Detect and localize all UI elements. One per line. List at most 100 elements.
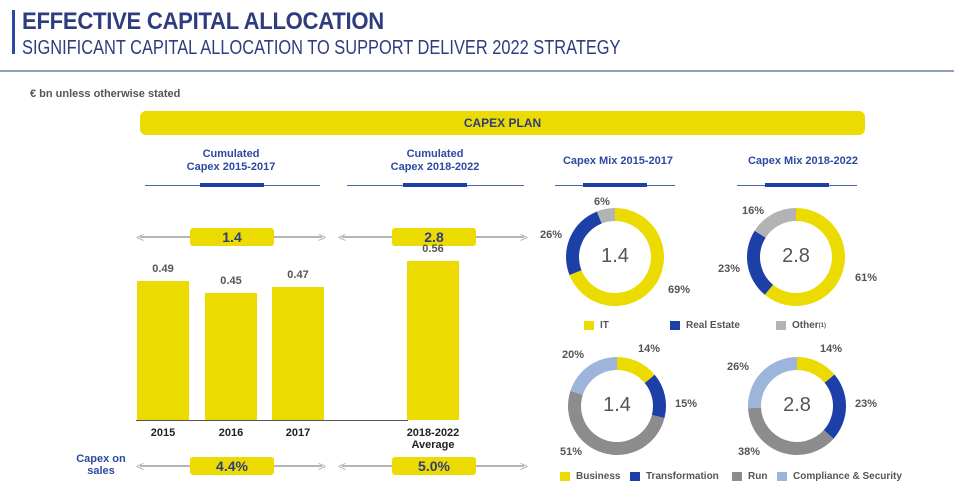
arrow-right-icon: >: [317, 229, 326, 245]
arrow-right-icon: >: [519, 229, 528, 245]
arrow-right-icon: >: [519, 458, 528, 474]
legend-label: Compliance & Security: [793, 471, 902, 482]
donut-value-label: 16%: [742, 205, 765, 217]
section-title-mix-2015-2017: Capex Mix 2015-2017: [562, 155, 674, 167]
bar-2018-2022-average: [407, 261, 459, 420]
donut-slice-it: [764, 208, 846, 306]
legend-label: Other: [792, 320, 819, 331]
donut-slice-real-estate: [747, 230, 774, 295]
section-title-cumulated-2018-2022: Cumulated Capex 2018-2022: [350, 148, 520, 174]
title-accent-bar: [12, 10, 15, 54]
section-rule-accent: [765, 183, 829, 187]
capex-on-sales-line1: Capex on: [76, 453, 126, 465]
donut-value-label: 69%: [668, 284, 691, 296]
donut-value-label: 61%: [855, 272, 878, 284]
x-tick-label: 2018-2022 Average: [406, 427, 460, 451]
section-title-line1: Cumulated: [202, 148, 260, 160]
donut-value-label: 14%: [638, 343, 661, 355]
legend-item: Real Estate: [670, 320, 740, 331]
donut-value-label: 26%: [540, 229, 563, 241]
capex-on-sales-label: Capex on sales: [70, 453, 132, 477]
legend-label: IT: [600, 320, 609, 331]
total-2018-2022-row: < > 2.8: [338, 228, 528, 246]
legend-item: Business: [560, 471, 620, 482]
donut-slice-run: [748, 407, 834, 455]
donut-center-value: 2.8: [782, 245, 810, 267]
legend-swatch: [732, 472, 742, 481]
bar-value-label: 0.49: [152, 263, 174, 276]
bar-2016: [205, 292, 257, 420]
capex-on-sales-2015-2017-row: < > 4.4%: [136, 457, 326, 475]
donut-center-value: 1.4: [603, 394, 631, 416]
legend-item: Other (1): [776, 320, 826, 331]
legend-footnote: (1): [818, 322, 827, 329]
arrow-left-icon: <: [338, 458, 347, 474]
page-title: EFFECTIVE CAPITAL ALLOCATION: [22, 8, 384, 35]
legend-label: Business: [576, 471, 621, 482]
donut-center-value: 1.4: [601, 245, 629, 267]
legend-swatch: [584, 321, 594, 330]
donut-value-label: 20%: [562, 349, 585, 361]
donut-center-value: 2.8: [783, 394, 811, 416]
legend-item: IT: [584, 320, 609, 331]
legend-swatch: [560, 472, 570, 481]
capex-on-sales-2018-2022-row: < > 5.0%: [338, 457, 528, 475]
donut-value-label: 26%: [727, 361, 750, 373]
donut-slice-business: [797, 357, 835, 383]
legend-item: Run: [732, 471, 767, 482]
donut-value-label: 6%: [594, 196, 610, 208]
section-title-line1: Cumulated: [406, 148, 464, 160]
donut-slice-other: [754, 208, 796, 238]
donut-value-label: 51%: [560, 446, 583, 458]
donut-slice-transformation: [823, 374, 846, 439]
unit-note: € bn unless otherwise stated: [30, 88, 181, 100]
arrow-left-icon: <: [136, 458, 145, 474]
capex-plan-label: CAPEX PLAN: [463, 116, 542, 130]
capex-on-sales-line2: sales: [87, 465, 115, 477]
legend-item: Compliance & Security: [777, 471, 902, 482]
legend-item: Transformation: [630, 471, 719, 482]
arrow-left-icon: <: [136, 229, 145, 245]
bar-2015: [137, 281, 189, 420]
donut-value-label: 23%: [855, 398, 878, 410]
legend-label: Run: [748, 471, 768, 482]
donut-slice-run: [567, 390, 665, 456]
section-rule-accent: [583, 183, 647, 187]
capex-on-sales-2018-2022-pill: 5.0%: [392, 457, 476, 475]
total-2018-2022-pill: 2.8: [392, 228, 476, 246]
section-title-cumulated-2015-2017: Cumulated Capex 2015-2017: [150, 148, 312, 174]
donut-slice-transformation: [644, 374, 666, 419]
donut-value-label: 23%: [718, 263, 741, 275]
bar-value-label: 0.56: [422, 243, 444, 256]
x-tick-label: 2016: [218, 427, 244, 439]
total-2015-2017-row: < > 1.4: [136, 228, 326, 246]
legend-swatch: [630, 472, 640, 481]
bar-2017: [272, 286, 324, 420]
donut-slice-business: [617, 357, 655, 384]
donut-value-label: 14%: [820, 343, 843, 355]
x-tick-label: 2015: [150, 427, 176, 439]
page-subtitle: SIGNIFICANT CAPITAL ALLOCATION TO SUPPOR…: [22, 37, 621, 59]
legend-label: Real Estate: [686, 320, 740, 331]
legend-swatch: [670, 321, 680, 330]
section-rule-accent: [200, 183, 264, 187]
section-title-mix-2018-2022: Capex Mix 2018-2022: [747, 155, 859, 167]
legend-swatch: [776, 321, 786, 330]
donut-slice-other: [596, 208, 615, 224]
section-title-line2: Capex 2018-2022: [390, 161, 480, 173]
capex-on-sales-2015-2017-pill: 4.4%: [190, 457, 274, 475]
total-2015-2017-pill: 1.4: [190, 228, 274, 246]
x-tick-label: 2017: [285, 427, 311, 439]
donut-value-label: 38%: [738, 446, 761, 458]
donut-slice-real-estate: [566, 211, 602, 276]
arrow-right-icon: >: [317, 458, 326, 474]
bar-value-label: 0.47: [287, 268, 309, 281]
x-axis-line: [136, 420, 408, 421]
donut-value-label: 15%: [675, 398, 698, 410]
header-divider: [0, 70, 954, 72]
legend-swatch: [777, 472, 787, 481]
arrow-left-icon: <: [338, 229, 347, 245]
bar-value-label: 0.45: [220, 274, 242, 287]
capex-plan-banner: CAPEX PLAN: [140, 111, 865, 135]
